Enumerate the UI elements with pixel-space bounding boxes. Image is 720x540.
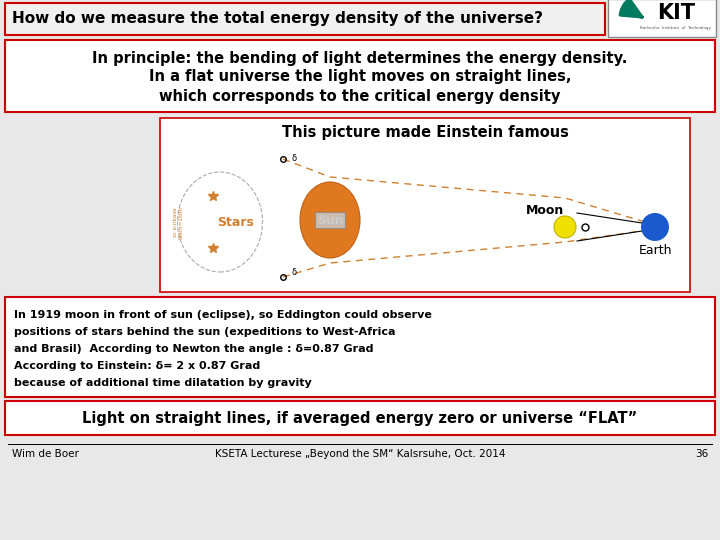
Text: In principle: the bending of light determines the energy density.: In principle: the bending of light deter… bbox=[92, 51, 628, 65]
Text: This picture made Einstein famous: This picture made Einstein famous bbox=[282, 125, 568, 139]
FancyBboxPatch shape bbox=[608, 0, 716, 37]
FancyBboxPatch shape bbox=[5, 3, 605, 35]
Text: positions of stars behind the sun (expeditions to West-Africa: positions of stars behind the sun (exped… bbox=[14, 327, 395, 337]
Text: Sun: Sun bbox=[317, 213, 343, 226]
Text: Light on straight lines, if averaged energy zero or universe “FLAT”: Light on straight lines, if averaged ene… bbox=[82, 410, 638, 426]
Text: Moon: Moon bbox=[526, 205, 564, 218]
FancyBboxPatch shape bbox=[160, 118, 690, 292]
Text: In a flat universe the light moves on straight lines,: In a flat universe the light moves on st… bbox=[149, 70, 571, 84]
Text: Wim de Boer: Wim de Boer bbox=[12, 449, 79, 459]
Text: which corresponds to the critical energy density: which corresponds to the critical energy… bbox=[159, 89, 561, 104]
Text: Earth: Earth bbox=[638, 245, 672, 258]
Text: because of additional time dilatation by gravity: because of additional time dilatation by… bbox=[14, 378, 312, 388]
Circle shape bbox=[554, 216, 576, 238]
Text: KSETA Lecturese „Beyond the SM“ Kalsrsuhe, Oct. 2014: KSETA Lecturese „Beyond the SM“ Kalsrsuh… bbox=[215, 449, 505, 459]
FancyBboxPatch shape bbox=[5, 297, 715, 397]
Text: 36: 36 bbox=[695, 449, 708, 459]
Text: Stars: Stars bbox=[217, 215, 254, 228]
Circle shape bbox=[641, 213, 669, 241]
Ellipse shape bbox=[300, 182, 360, 258]
Text: and Brasil)  According to Newton the angle : δ=0.87 Grad: and Brasil) According to Newton the angl… bbox=[14, 344, 374, 354]
Text: δ: δ bbox=[291, 154, 296, 163]
Text: sc e:nbase
Stern=1ldhr: sc e:nbase Stern=1ldhr bbox=[173, 205, 184, 239]
Text: Karlsruhe  Institute  of  Technology: Karlsruhe Institute of Technology bbox=[641, 26, 711, 30]
Text: δ: δ bbox=[291, 268, 296, 277]
Text: How do we measure the total energy density of the universe?: How do we measure the total energy densi… bbox=[12, 11, 543, 26]
Text: KIT: KIT bbox=[657, 3, 695, 23]
FancyBboxPatch shape bbox=[5, 40, 715, 112]
Text: In 1919 moon in front of sun (eclipse), so Eddington could observe: In 1919 moon in front of sun (eclipse), … bbox=[14, 310, 432, 320]
FancyBboxPatch shape bbox=[5, 401, 715, 435]
Text: According to Einstein: δ= 2 x 0.87 Grad: According to Einstein: δ= 2 x 0.87 Grad bbox=[14, 361, 260, 371]
